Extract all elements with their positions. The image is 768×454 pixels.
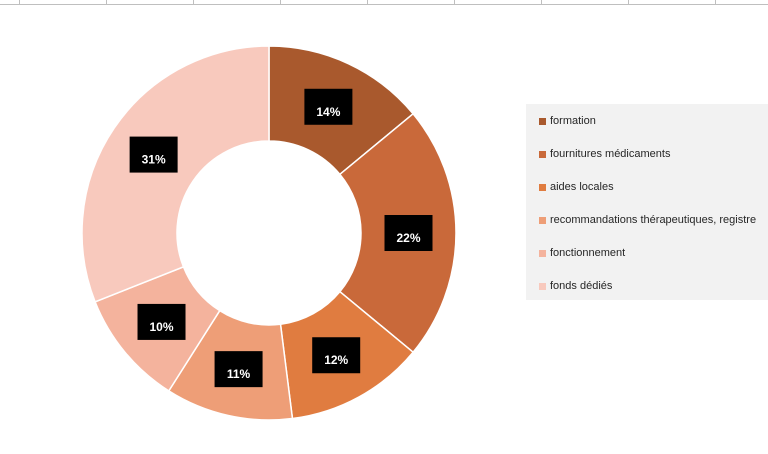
data-label-text: 22%: [396, 231, 420, 245]
data-label-box: [384, 215, 433, 251]
legend-swatch: [539, 282, 546, 290]
data-label-formation: 14%: [304, 88, 353, 125]
data-label-text: 10%: [149, 320, 173, 334]
chart-legend: formation fournitures médicaments aides lo…: [526, 104, 768, 300]
legend-item-fonds-dedies: fonds dédiés: [539, 279, 612, 293]
legend-item-fonctionnement: fonctionnement: [539, 246, 625, 260]
data-label-recommandations-therapeutiques-registre: 11%: [214, 351, 263, 388]
legend-swatch: [539, 150, 546, 158]
legend-swatch: [539, 216, 546, 224]
spreadsheet-column-strip: [0, 0, 768, 5]
column-divider: [193, 0, 194, 4]
legend-swatch: [539, 117, 546, 125]
data-label-box: [137, 303, 186, 340]
data-label-aides-locales: 12%: [312, 337, 361, 374]
data-label-text: 14%: [316, 105, 340, 119]
data-label-box: [312, 337, 361, 374]
legend-label: aides locales: [550, 181, 614, 193]
legend-item-aides-locales: aides locales: [539, 180, 614, 194]
column-divider: [106, 0, 107, 4]
data-label-fonds-dedies: 31%: [129, 136, 178, 173]
legend-label: recommandations thérapeutiques, registre: [550, 214, 757, 226]
data-label-text: 11%: [227, 367, 251, 381]
slice-fonds-dedies: [81, 45, 270, 303]
legend-label: fonctionnement: [550, 247, 626, 259]
column-divider: [280, 0, 281, 4]
legend-label: fonds dédiés: [550, 280, 613, 292]
data-label-text: 31%: [142, 153, 166, 167]
data-labels: 14% 22% 12% 11% 10% 31%: [129, 88, 433, 388]
legend-item-recommandations-therapeutiques-registre: recommandations thérapeutiques, registre: [539, 213, 756, 227]
legend-label: formation: [550, 115, 596, 127]
column-divider: [628, 0, 629, 4]
legend-item-formation: formation: [539, 114, 596, 128]
legend-swatch: [539, 183, 546, 191]
data-label-text: 12%: [324, 353, 348, 367]
data-label-box: [129, 136, 178, 173]
column-divider: [19, 0, 20, 4]
data-label-box: [304, 88, 353, 125]
legend-label: fournitures médicaments: [550, 148, 671, 160]
legend-swatch: [539, 249, 546, 257]
data-label-fonctionnement: 10%: [137, 303, 186, 340]
column-divider: [367, 0, 368, 4]
data-label-fournitures-medicaments: 22%: [384, 215, 433, 251]
column-divider: [541, 0, 542, 4]
column-divider: [454, 0, 455, 4]
legend-item-fournitures-medicaments: fournitures médicaments: [539, 147, 670, 161]
column-divider: [715, 0, 716, 4]
data-label-box: [214, 351, 263, 388]
